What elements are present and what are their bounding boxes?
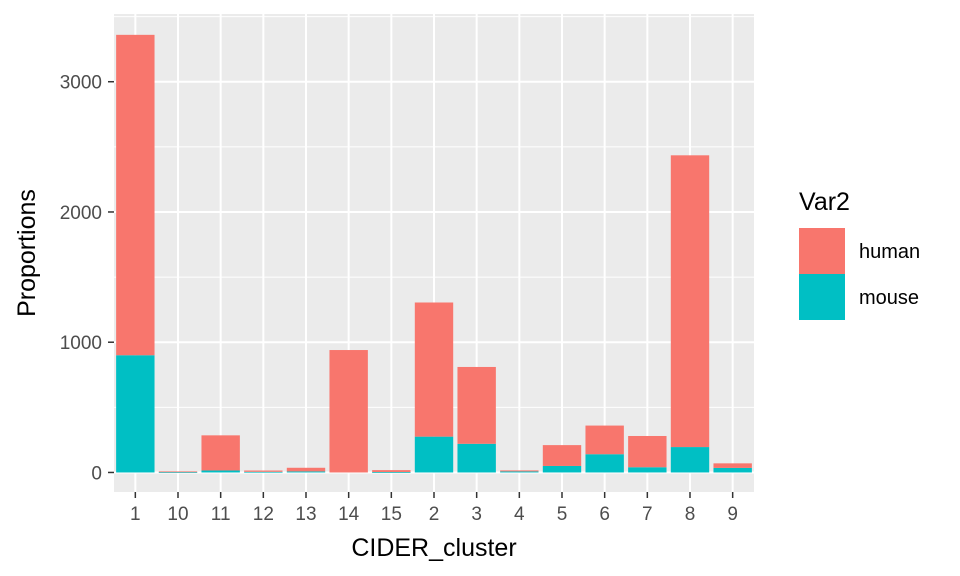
bar-human-2 xyxy=(414,302,454,437)
legend-label-mouse: mouse xyxy=(859,287,919,309)
y-tick-label: 2000 xyxy=(60,203,102,224)
x-tick-label: 10 xyxy=(167,504,188,525)
legend-key-human xyxy=(799,228,845,274)
bar-mouse-8 xyxy=(670,447,710,473)
bar-human-7 xyxy=(628,435,667,468)
bar-mouse-4 xyxy=(500,471,539,473)
legend-label-human: human xyxy=(859,241,920,263)
y-tick-label: 0 xyxy=(91,463,102,484)
x-axis: 1 10 11 12 13 14 15 2 3 4 5 6 7 8 9 xyxy=(130,492,738,525)
x-tick-label: 1 xyxy=(130,504,141,525)
x-tick-label: 15 xyxy=(381,504,402,525)
x-axis-title: CIDER_cluster xyxy=(351,534,516,562)
bar-mouse-9 xyxy=(713,467,752,473)
bar-human-8 xyxy=(670,155,710,448)
bar-human-14 xyxy=(329,350,368,473)
bar-human-15 xyxy=(372,470,411,473)
legend: Var2 human mouse xyxy=(799,188,920,320)
y-axis: 0 1000 2000 3000 xyxy=(60,73,114,484)
y-tick-label: 1000 xyxy=(60,333,102,354)
bar-mouse-2 xyxy=(414,436,454,473)
y-axis-title: Proportions xyxy=(13,189,41,317)
bar-human-5 xyxy=(542,445,582,466)
bar-mouse-10 xyxy=(158,472,198,473)
bar-human-13 xyxy=(286,467,326,472)
legend-title: Var2 xyxy=(799,188,850,216)
bar-mouse-7 xyxy=(628,467,667,473)
bar-mouse-13 xyxy=(286,471,326,473)
x-tick-label: 8 xyxy=(685,504,696,525)
bar-mouse-1 xyxy=(116,355,155,473)
x-tick-label: 3 xyxy=(471,504,482,525)
y-tick-label: 3000 xyxy=(60,73,102,94)
bar-mouse-12 xyxy=(244,471,283,473)
bar-human-3 xyxy=(457,366,496,444)
x-tick-label: 2 xyxy=(429,504,440,525)
x-tick-label: 4 xyxy=(514,504,525,525)
bar-human-4 xyxy=(500,470,539,472)
bar-mouse-3 xyxy=(457,443,496,473)
bar-human-12 xyxy=(244,470,283,472)
bar-mouse-15 xyxy=(372,472,411,473)
x-tick-label: 6 xyxy=(599,504,610,525)
x-tick-label: 9 xyxy=(727,504,738,525)
x-tick-label: 14 xyxy=(338,504,360,525)
legend-key-mouse xyxy=(799,274,845,320)
bar-human-1 xyxy=(116,34,155,356)
x-tick-label: 12 xyxy=(253,504,274,525)
bar-mouse-6 xyxy=(585,454,624,473)
bar-human-6 xyxy=(585,425,624,455)
bar-human-9 xyxy=(713,463,752,468)
x-tick-label: 7 xyxy=(642,504,653,525)
bars xyxy=(116,34,752,473)
x-tick-label: 5 xyxy=(557,504,568,525)
x-tick-label: 13 xyxy=(295,504,316,525)
x-tick-label: 11 xyxy=(211,504,231,525)
bar-human-10 xyxy=(158,471,198,473)
bar-mouse-11 xyxy=(201,470,240,473)
bar-mouse-5 xyxy=(542,465,582,473)
bar-human-11 xyxy=(201,435,240,471)
